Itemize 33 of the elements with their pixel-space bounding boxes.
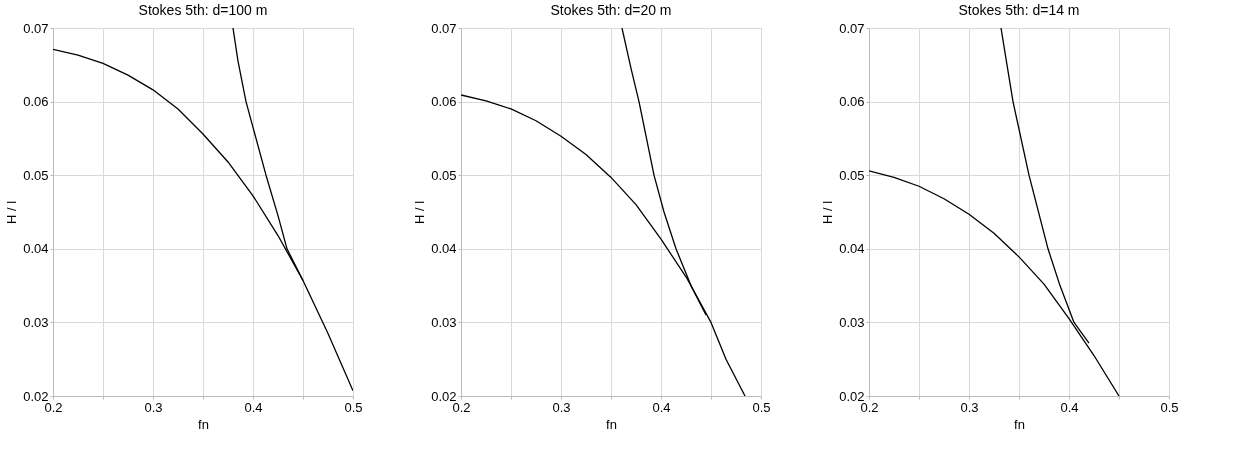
y-tick-label: 0.03 [839,314,865,330]
x-tick-label: 0.5 [1160,399,1179,415]
x-tick-label: 0.3 [144,399,163,415]
y-tick-label: 0.05 [23,167,49,183]
y-axis-title: H / l [820,200,836,225]
x-tick-label: 0.4 [1060,399,1079,415]
chart-title: Stokes 5th: d=100 m [138,2,268,18]
y-tick-label: 0.06 [431,94,457,110]
y-tick-label: 0.04 [23,241,49,257]
y-tick-label: 0.03 [431,314,457,330]
y-tick-label: 0.07 [23,20,49,36]
y-tick-label: 0.07 [839,20,865,36]
x-tick-label: 0.4 [244,399,263,415]
y-tick-label: 0.06 [839,94,865,110]
x-tick-label: 0.3 [552,399,571,415]
x-tick-label: 0.3 [960,399,979,415]
y-tick-label: 0.05 [431,167,457,183]
x-tick-label: 0.5 [752,399,771,415]
x-tick-label: 0.5 [344,399,363,415]
y-tick-label: 0.03 [23,314,49,330]
y-tick-label: 0.04 [431,241,457,257]
chart-title: Stokes 5th: d=14 m [958,2,1080,18]
y-tick-label: 0.05 [839,167,865,183]
x-axis-title: fn [606,416,617,432]
y-axis-title: H / l [4,200,20,225]
y-tick-label: 0.06 [23,94,49,110]
y-axis-title: H / l [412,200,428,225]
chart-title: Stokes 5th: d=20 m [550,2,672,18]
x-axis-title: fn [198,416,209,432]
x-tick-label: 0.4 [652,399,671,415]
y-tick-label: 0.04 [839,241,865,257]
y-tick-label: 0.07 [431,20,457,36]
x-axis-title: fn [1014,416,1025,432]
